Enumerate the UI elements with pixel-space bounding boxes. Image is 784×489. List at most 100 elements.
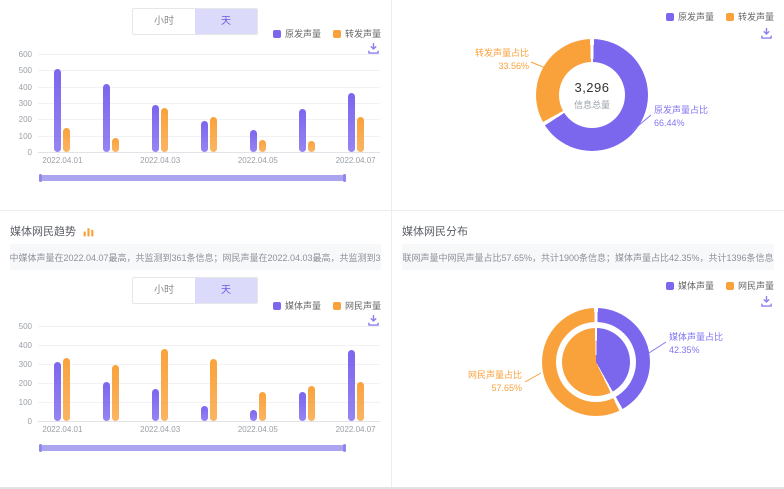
bar-媒体声量[interactable] (152, 389, 160, 421)
bar-原发声量[interactable] (103, 84, 111, 152)
bar-媒体声量[interactable] (201, 406, 208, 421)
origin-repost-donut-chart[interactable]: 3,296 信息总量 (536, 39, 648, 151)
legend-swatch (665, 281, 674, 290)
bar-group (136, 54, 185, 152)
legend-item[interactable]: 网民声量 (332, 299, 381, 312)
gridline (38, 364, 380, 365)
gridline (38, 345, 380, 346)
legend-item[interactable]: 原发声量 (665, 10, 714, 23)
legend-item[interactable]: 转发声量 (725, 10, 774, 23)
bar-媒体声量[interactable] (249, 410, 257, 421)
bar-转发声量[interactable] (258, 140, 266, 152)
bar-group (233, 54, 282, 152)
legend-swatch (332, 29, 341, 38)
x-axis-tick (87, 156, 136, 165)
bar-group (331, 326, 380, 421)
bar-group (38, 326, 87, 421)
y-axis-tick: 200 (18, 115, 32, 125)
bar-group (282, 54, 331, 152)
download-icon[interactable] (367, 42, 380, 55)
panel-title: 媒体网民分布 (402, 226, 468, 238)
bar-转发声量[interactable] (63, 128, 71, 152)
legend-swatch (725, 281, 734, 290)
toggle-day-button[interactable]: 天 (195, 9, 257, 34)
legend-item[interactable]: 网民声量 (725, 279, 774, 292)
bar-媒体声量[interactable] (103, 382, 111, 421)
bar-网民声量[interactable] (210, 359, 217, 421)
bar-媒体声量[interactable] (298, 392, 306, 421)
bar-转发声量[interactable] (356, 117, 364, 152)
panel-media-netizen-share: 媒体网民分布 互联网声量中网民声量占比57.65%，共计1900条信息；媒体声量… (392, 211, 784, 487)
toggle-hour-button[interactable]: 小时 (133, 278, 195, 303)
y-axis-tick: 300 (18, 360, 32, 369)
media-share-label: 媒体声量占比 42.35% (669, 332, 724, 355)
gridline (38, 421, 380, 422)
panel-origin-repost-share: 原发声量 转发声量 3,296 信息总量 转发声量占比 33.56% 原发声量占比… (392, 0, 784, 211)
bar-网民声量[interactable] (161, 349, 169, 421)
bar-chart-icon (82, 225, 95, 238)
media-netizen-bar-chart: 0 100 200 300 400 500 2022.04.01 2022.04.03 2022… (10, 322, 380, 434)
gridline (38, 152, 380, 153)
netizen-share-label: 网民声量占比 57.65% (467, 370, 522, 393)
time-granularity-toggle: 小时 天 (132, 8, 258, 35)
bar-原发声量[interactable] (298, 109, 306, 152)
bar-转发声量[interactable] (161, 108, 169, 152)
pie-inner-disc[interactable] (562, 328, 630, 396)
y-axis-tick: 200 (18, 379, 32, 388)
toggle-hour-button[interactable]: 小时 (133, 9, 195, 34)
x-axis-tick (282, 425, 331, 434)
legend-item[interactable]: 媒体声量 (272, 299, 321, 312)
download-icon[interactable] (760, 295, 773, 308)
total-volume-label: 信息总量 (573, 99, 610, 110)
bar-网民声量[interactable] (356, 382, 364, 421)
bar-group (185, 326, 234, 421)
panel-media-netizen-trend: 媒体网民趋势 互联网声量中媒体声量在2022.04.07最高，共监测到361条信… (0, 211, 392, 487)
bar-转发声量[interactable] (307, 141, 315, 152)
bar-group (87, 54, 136, 152)
bar-网民声量[interactable] (307, 386, 315, 421)
bar-原发声量[interactable] (201, 121, 208, 152)
download-icon[interactable] (367, 314, 380, 327)
x-axis-tick: 2022.04.07 (335, 425, 376, 434)
chart-data-zoom-scrollbar[interactable] (39, 174, 346, 182)
legend-item[interactable]: 转发声量 (332, 27, 381, 40)
bar-媒体声量[interactable] (347, 350, 355, 421)
bar-网民声量[interactable] (63, 358, 71, 421)
bar-网民声量[interactable] (258, 392, 266, 421)
bar-group (282, 326, 331, 421)
total-volume-value: 3,296 (574, 79, 610, 95)
toggle-day-button[interactable]: 天 (195, 278, 257, 303)
legend-item[interactable]: 原发声量 (272, 27, 321, 40)
x-axis-tick: 2022.04.07 (335, 156, 376, 165)
gridline (38, 54, 380, 55)
x-axis-tick: 2022.04.01 (42, 156, 83, 165)
bar-转发声量[interactable] (210, 117, 217, 152)
download-icon[interactable] (760, 27, 773, 40)
x-axis-tick (185, 425, 234, 434)
bar-group (136, 326, 185, 421)
legend-swatch (272, 29, 281, 38)
y-axis-tick: 500 (18, 322, 32, 331)
y-axis-tick: 500 (18, 66, 32, 76)
legend-swatch (665, 12, 674, 21)
legend-item[interactable]: 媒体声量 (665, 279, 714, 292)
bar-原发声量[interactable] (249, 130, 257, 152)
media-netizen-pie-chart[interactable] (542, 308, 650, 416)
y-axis-tick: 400 (18, 82, 32, 92)
gridline (38, 103, 380, 104)
bar-group (233, 326, 282, 421)
bar-网民声量[interactable] (112, 365, 120, 421)
gridline (38, 326, 380, 327)
legend: 原发声量 转发声量 (665, 10, 774, 23)
gridline (38, 383, 380, 384)
x-axis-tick: 2022.04.05 (237, 156, 278, 165)
bar-原发声量[interactable] (152, 105, 160, 152)
gridline (38, 135, 380, 137)
bar-转发声量[interactable] (112, 138, 120, 152)
chart-data-zoom-scrollbar[interactable] (39, 444, 346, 452)
bar-媒体声量[interactable] (54, 362, 62, 421)
bar-原发声量[interactable] (54, 69, 62, 152)
bar-原发声量[interactable] (347, 93, 355, 152)
gridline (38, 119, 380, 121)
